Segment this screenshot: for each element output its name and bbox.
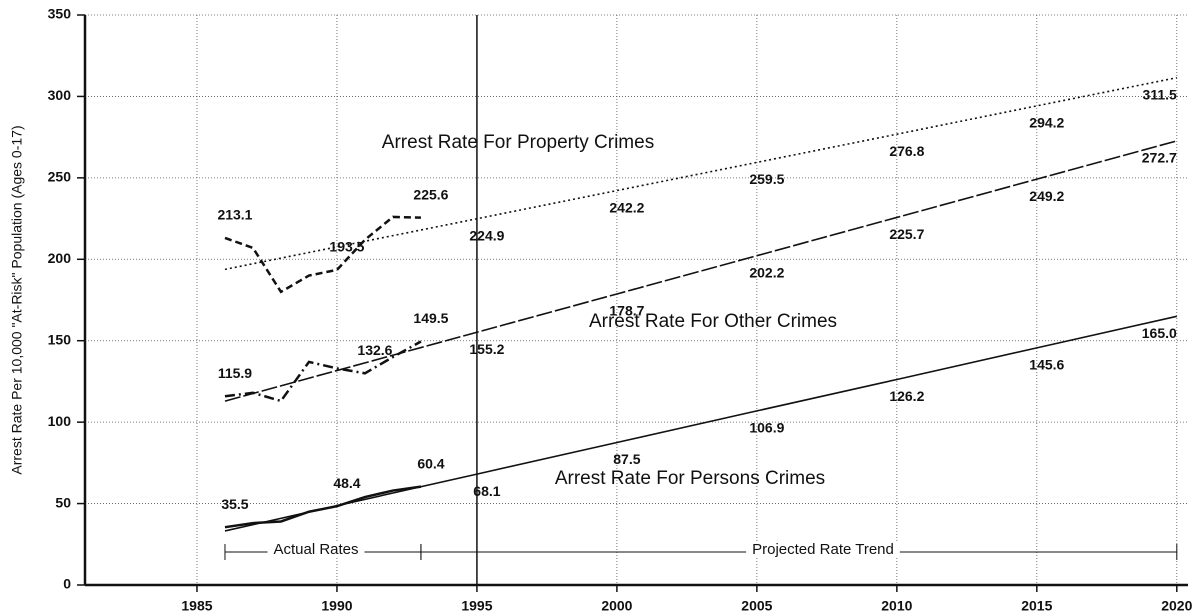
data-label: 149.5	[413, 310, 448, 326]
range-label: Actual Rates	[273, 541, 358, 558]
x-tick-label: 2010	[881, 598, 912, 614]
series-line	[224, 76, 1177, 271]
range-label-bg	[746, 540, 900, 558]
data-label: 249.2	[1029, 188, 1064, 204]
data-label: 155.2	[469, 341, 504, 357]
y-tick-label: 150	[48, 331, 72, 347]
series-line	[224, 140, 1178, 402]
data-label: 276.8	[889, 143, 924, 159]
x-tick-label: 2005	[741, 598, 772, 614]
x-tick-label: 2000	[601, 598, 632, 614]
x-tick-label: 2020	[1161, 598, 1192, 614]
x-tick-label: 1990	[321, 598, 352, 614]
x-tick-label: 1985	[181, 598, 212, 614]
data-label: 259.5	[749, 171, 784, 187]
y-tick-label: 0	[63, 576, 71, 592]
data-label: 213.1	[217, 207, 252, 223]
data-label: 106.9	[749, 420, 784, 436]
series-line	[224, 340, 422, 403]
y-tick-label: 200	[48, 250, 72, 266]
y-tick-label: 100	[48, 413, 72, 429]
data-label: 68.1	[473, 483, 500, 499]
y-tick-label: 250	[48, 169, 72, 185]
data-label: 294.2	[1029, 115, 1064, 131]
data-label: 272.7	[1142, 150, 1177, 166]
range-label: Projected Rate Trend	[752, 541, 894, 558]
x-tick-label: 2015	[1021, 598, 1052, 614]
annotation: Arrest Rate For Persons Crimes	[555, 468, 825, 489]
data-label: 60.4	[417, 455, 444, 471]
y-tick-label: 50	[55, 494, 71, 510]
annotation: Arrest Rate For Property Crimes	[382, 132, 654, 153]
series-line	[224, 215, 421, 294]
y-tick-label: 350	[48, 6, 72, 22]
data-label: 35.5	[221, 496, 248, 512]
range-label-bg	[267, 540, 365, 558]
data-label: 87.5	[613, 451, 640, 467]
annotation: Arrest Rate For Other Crimes	[589, 311, 837, 332]
data-label: 202.2	[749, 264, 784, 280]
data-label: 132.6	[357, 342, 392, 358]
data-label: 242.2	[609, 199, 644, 215]
data-label: 165.0	[1142, 325, 1177, 341]
data-label: 311.5	[1143, 86, 1177, 102]
series-line	[224, 315, 1177, 532]
data-label: 126.2	[889, 388, 924, 404]
data-label: 193.5	[329, 239, 364, 255]
data-label: 225.7	[889, 226, 924, 242]
data-label: 145.6	[1029, 357, 1064, 373]
y-axis-label: Arrest Rate Per 10,000 "At-Risk" Populat…	[9, 125, 25, 474]
data-label: 224.9	[469, 227, 504, 243]
data-label: 225.6	[413, 186, 448, 202]
x-tick-label: 1995	[461, 598, 492, 614]
data-label: 115.9	[218, 365, 252, 381]
data-label: 48.4	[333, 475, 360, 491]
data-label: 178.7	[609, 303, 644, 319]
y-tick-label: 300	[48, 87, 72, 103]
